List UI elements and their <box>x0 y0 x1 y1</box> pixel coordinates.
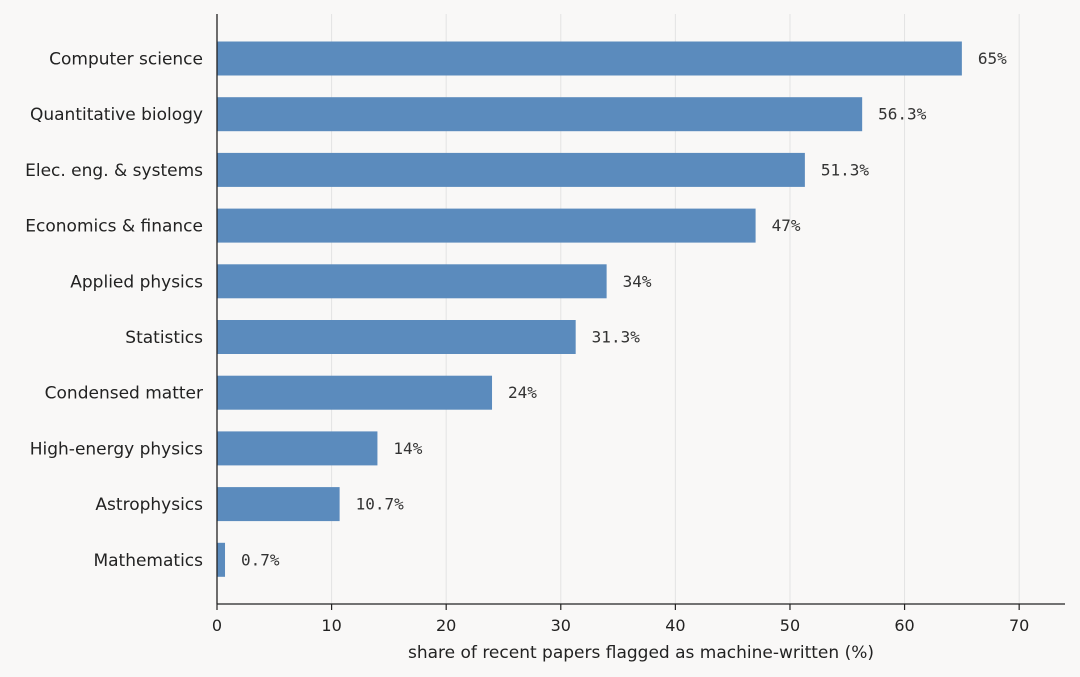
category-labels: Computer science Quantitative biology Elec… <box>25 50 203 571</box>
x-axis-title: share of recent papers flagged as machin… <box>408 643 874 663</box>
bars <box>217 41 962 577</box>
data-label: 34% <box>623 272 652 291</box>
category-label: Statistics <box>125 328 203 348</box>
x-tick-label: 10 <box>321 616 341 635</box>
bar <box>217 152 805 187</box>
bar <box>217 41 962 76</box>
bar <box>217 431 378 466</box>
data-label: 65% <box>978 49 1007 68</box>
category-label: Condensed matter <box>45 384 203 404</box>
x-tick-label: 0 <box>212 616 222 635</box>
x-tick-label: 60 <box>894 616 914 635</box>
data-label: 0.7% <box>241 550 280 569</box>
category-label: Elec. eng. & systems <box>25 161 203 181</box>
data-label: 51.3% <box>821 160 870 179</box>
category-label: High-energy physics <box>30 439 203 459</box>
x-axis-ticks: 0 10 20 30 40 50 60 70 <box>212 604 1029 635</box>
bar <box>217 97 863 132</box>
category-label: Quantitative biology <box>30 105 203 125</box>
x-tick-label: 30 <box>551 616 571 635</box>
category-label: Mathematics <box>93 551 203 571</box>
data-label: 47% <box>772 216 801 235</box>
category-label: Economics & finance <box>25 217 203 237</box>
data-label: 24% <box>508 383 537 402</box>
x-tick-label: 20 <box>436 616 456 635</box>
bar <box>217 487 340 522</box>
data-label: 10.7% <box>356 495 405 514</box>
data-label: 31.3% <box>592 328 641 347</box>
x-tick-label: 50 <box>780 616 800 635</box>
x-tick-label: 70 <box>1009 616 1029 635</box>
bar <box>217 375 493 410</box>
bar <box>217 320 576 354</box>
bar <box>217 542 226 577</box>
bar <box>217 208 756 243</box>
data-labels: 65% 56.3% 51.3% 47% 34% 31.3% 24% 14% 10.7% 0.7% <box>241 49 1007 569</box>
data-label: 56.3% <box>878 105 927 124</box>
axes <box>216 14 1065 605</box>
category-label: Astrophysics <box>95 495 203 515</box>
data-label: 14% <box>393 439 422 458</box>
category-label: Computer science <box>49 50 203 70</box>
category-label: Applied physics <box>70 272 203 292</box>
x-tick-label: 40 <box>665 616 685 635</box>
bar <box>217 264 607 299</box>
